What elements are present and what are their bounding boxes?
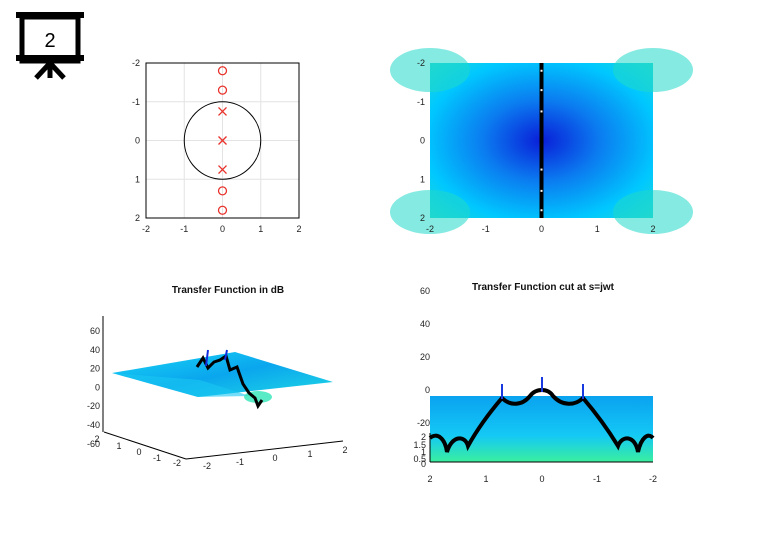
zero-marker bbox=[217, 186, 228, 196]
x-tick-label: -2 bbox=[426, 224, 434, 234]
x-tick-label: -1 bbox=[236, 457, 244, 467]
surface-x-ticks: -2 -1 0 1 2 bbox=[203, 445, 348, 471]
surface-shade bbox=[112, 373, 250, 397]
y-tick-label: 1 bbox=[421, 447, 426, 457]
pole-marker bbox=[218, 165, 227, 175]
surface-cut-curve bbox=[195, 353, 264, 410]
y-tick-label: 2 bbox=[135, 213, 140, 223]
pole-zero-y-ticks: 2 1 0 -1 -2 bbox=[132, 58, 140, 223]
y-tick-label: -2 bbox=[173, 458, 181, 468]
pole-zero-marks bbox=[183, 66, 262, 215]
x-tick-label: 0 bbox=[539, 474, 544, 484]
surface-y-ticks: 2 1 0 -1 -2 bbox=[94, 434, 181, 468]
z-tick-label: 40 bbox=[420, 319, 430, 329]
z-tick-label: -20 bbox=[417, 418, 430, 428]
y-tick-label: -1 bbox=[153, 453, 161, 463]
pole-marker bbox=[218, 136, 227, 145]
zero-marker bbox=[217, 66, 228, 76]
z-tick-label: 60 bbox=[90, 326, 100, 336]
x-tick-label: -2 bbox=[649, 474, 657, 484]
y-tick-label: -2 bbox=[417, 58, 425, 68]
heatmap-cut-line bbox=[539, 63, 544, 218]
x-tick-label: 1 bbox=[483, 474, 488, 484]
x-axis-line bbox=[185, 440, 344, 460]
heatmap-corner-glow bbox=[613, 48, 693, 92]
y-tick-label: 0 bbox=[421, 459, 426, 469]
presentation-board-icon: 2 bbox=[16, 12, 84, 80]
z-tick-label: 60 bbox=[420, 286, 430, 296]
x-tick-label: 1 bbox=[258, 224, 263, 234]
x-tick-label: 2 bbox=[342, 445, 347, 455]
surface-z-ticks: 60 40 20 0 -20 -40 -60 bbox=[87, 326, 100, 449]
unit-circle bbox=[183, 101, 262, 180]
zero-marker bbox=[217, 85, 228, 95]
y-tick-label: 2 bbox=[94, 434, 99, 444]
pole-marker bbox=[218, 106, 227, 116]
y-tick-label: -2 bbox=[132, 58, 140, 68]
x-tick-label: 1 bbox=[595, 224, 600, 234]
heatmap-corner-glow bbox=[390, 48, 470, 92]
heatmap-corner-glow bbox=[390, 190, 470, 234]
cut-3d-plot: Transfer Function cut at s=jwt 60 40 20 … bbox=[413, 282, 657, 484]
z-tick-label: 20 bbox=[420, 352, 430, 362]
cut-line-gap bbox=[540, 168, 543, 171]
x-tick-label: -2 bbox=[203, 461, 211, 471]
z-tick-label: 0 bbox=[95, 382, 100, 392]
z-tick-label: -20 bbox=[87, 401, 100, 411]
y-tick-label: 2 bbox=[421, 432, 426, 442]
y-tick-label: 0 bbox=[420, 136, 425, 146]
z-tick-label: -60 bbox=[87, 439, 100, 449]
zero-marker bbox=[217, 205, 228, 215]
cut-surface bbox=[430, 396, 653, 462]
y-tick-label: -1 bbox=[417, 97, 425, 107]
x-tick-label: -1 bbox=[593, 474, 601, 484]
z-tick-label: -40 bbox=[87, 420, 100, 430]
heatmap-y-ticks: 2 1 0 -1 -2 bbox=[417, 58, 425, 223]
surface-3d-plot: Transfer Function in dB 60 40 20 0 -20 -… bbox=[87, 285, 348, 471]
x-tick-label: 0 bbox=[539, 224, 544, 234]
pole-zero-frame bbox=[145, 62, 300, 219]
y-tick-label: 0 bbox=[136, 447, 141, 457]
x-tick-label: 1 bbox=[307, 449, 312, 459]
cut-line-gap bbox=[540, 110, 543, 113]
heatmap-x-ticks: -2 -1 0 1 2 bbox=[426, 224, 656, 234]
z-tick-label: 20 bbox=[90, 364, 100, 374]
x-tick-label: 0 bbox=[220, 224, 225, 234]
x-tick-label: -1 bbox=[482, 224, 490, 234]
badge-number: 2 bbox=[44, 30, 55, 52]
heatmap-corner-glow bbox=[613, 190, 693, 234]
pole-zero-x-ticks: -2 -1 0 1 2 bbox=[142, 224, 302, 234]
cut-line-gap bbox=[540, 189, 543, 192]
surface-pole-spike bbox=[205, 349, 209, 367]
x-tick-label: -1 bbox=[180, 224, 188, 234]
x-tick-label: -2 bbox=[142, 224, 150, 234]
x-tick-label: 2 bbox=[427, 474, 432, 484]
y-tick-label: 2 bbox=[420, 213, 425, 223]
cut-y-ticks: 2 1.5 1 0.5 0 bbox=[413, 432, 426, 469]
magnitude-heatmap: -2 -1 0 1 2 2 1 0 -1 -2 bbox=[390, 48, 693, 234]
y-tick-label: 1 bbox=[135, 174, 140, 184]
cut-title: Transfer Function cut at s=jwt bbox=[472, 282, 615, 293]
y-tick-label: 0 bbox=[135, 136, 140, 146]
x-tick-label: 2 bbox=[296, 224, 301, 234]
surface-title: Transfer Function in dB bbox=[172, 285, 284, 296]
x-tick-label: 0 bbox=[272, 453, 277, 463]
surface-pole-spike bbox=[224, 349, 228, 361]
cut-line-gap bbox=[540, 69, 543, 72]
y-tick-label: 1 bbox=[116, 441, 121, 451]
cut-x-ticks: 2 1 0 -1 -2 bbox=[427, 474, 657, 484]
y-tick-label: -1 bbox=[132, 97, 140, 107]
cut-line-gap bbox=[540, 209, 543, 212]
y-tick-label: 1.5 bbox=[413, 440, 426, 450]
y-axis-line bbox=[103, 431, 187, 460]
pole-zero-plot: -2 -1 0 1 2 2 1 0 -1 -2 bbox=[132, 58, 302, 234]
cut-z-ticks: 60 40 20 0 -20 bbox=[417, 286, 430, 428]
y-tick-label: 1 bbox=[420, 174, 425, 184]
z-tick-label: 0 bbox=[425, 385, 430, 395]
z-tick-label: 40 bbox=[90, 345, 100, 355]
y-tick-label: 0.5 bbox=[413, 454, 426, 464]
x-tick-label: 2 bbox=[650, 224, 655, 234]
cut-line-gap bbox=[540, 89, 543, 92]
